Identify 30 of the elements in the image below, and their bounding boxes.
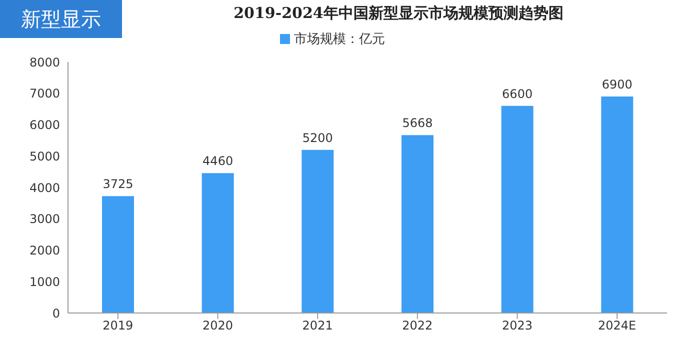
data-label: 3725	[102, 177, 134, 192]
bar	[302, 150, 334, 313]
y-tick-label: 1000	[29, 274, 60, 289]
x-tick-label: 2022	[402, 318, 433, 333]
y-tick-label: 7000	[29, 86, 60, 101]
y-tick-label: 5000	[29, 149, 60, 164]
x-tick-label: 2024E	[598, 318, 636, 333]
x-tick-label: 2021	[302, 318, 333, 333]
x-tick-label: 2023	[502, 318, 533, 333]
bar	[102, 196, 134, 313]
x-tick-label: 2020	[202, 318, 234, 333]
y-tick-label: 3000	[29, 212, 60, 226]
y-tick-label: 6000	[29, 118, 60, 132]
legend-label: 市场规模：亿元	[294, 32, 385, 47]
chart-title: 2019-2024年中国新型显示市场规模预测趋势图	[232, 4, 564, 23]
text: 新型显示	[0, 0, 122, 38]
x-tick-label: 2019	[102, 318, 134, 333]
data-label: 6900	[602, 78, 632, 92]
bar	[202, 173, 234, 313]
data-label: 5668	[402, 116, 433, 130]
y-tick-label: 0	[52, 306, 60, 320]
y-tick-label: 8000	[29, 55, 60, 70]
bar	[501, 106, 534, 313]
data-label: 5200	[302, 130, 333, 145]
bar	[402, 135, 434, 313]
data-label: 6600	[502, 86, 533, 101]
bar	[601, 96, 634, 313]
data-label: 4460	[202, 154, 234, 168]
y-tick-label: 4000	[29, 180, 60, 195]
y-tick-label: 2000	[29, 244, 60, 258]
